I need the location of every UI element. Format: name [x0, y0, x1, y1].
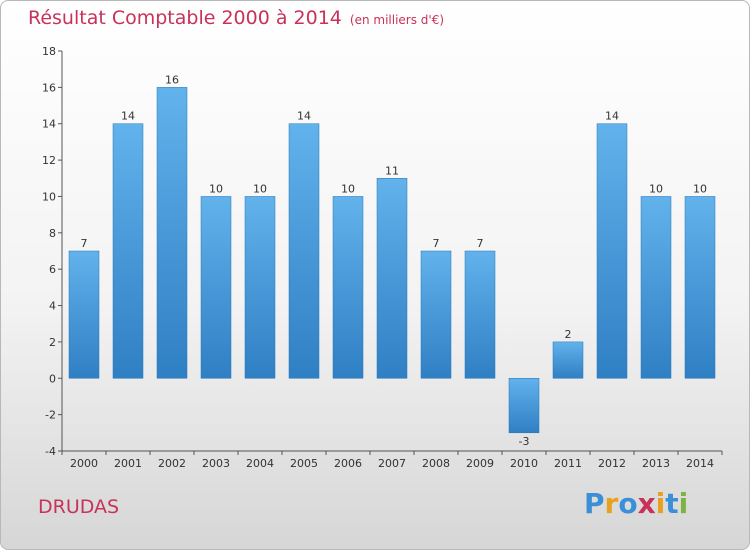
data-label: 11: [385, 164, 399, 177]
data-label: 10: [253, 182, 267, 195]
bar: [552, 341, 584, 379]
y-tick-label: 14: [42, 118, 56, 131]
y-tick-label: 2: [49, 336, 56, 349]
data-label: 14: [297, 110, 311, 123]
y-tick-label: 16: [42, 81, 56, 94]
bar: [332, 196, 364, 379]
data-label: 14: [605, 110, 619, 123]
x-tick-label: 2007: [378, 457, 406, 470]
y-tick-label: -4: [45, 445, 56, 458]
commune-name: DRUDAS: [38, 496, 120, 518]
x-tick-label: 2002: [158, 457, 186, 470]
data-label: 7: [433, 237, 440, 250]
bar: [464, 250, 496, 379]
y-tick-label: 18: [42, 45, 56, 58]
logo-letter: i: [678, 487, 689, 520]
logo-letter: i: [655, 487, 666, 520]
y-tick-label: 12: [42, 154, 56, 167]
x-tick-label: 2011: [554, 457, 582, 470]
x-tick-label: 2004: [246, 457, 274, 470]
x-tick-label: 2008: [422, 457, 450, 470]
data-label: -3: [519, 435, 530, 448]
x-tick-label: 2012: [598, 457, 626, 470]
bar: [376, 178, 408, 379]
x-tick-label: 2005: [290, 457, 318, 470]
title-unit: (en milliers d'€): [349, 13, 445, 27]
x-tick-label: 2000: [70, 457, 98, 470]
proxiti-logo: Proxiti: [584, 487, 688, 520]
logo-letter: P: [584, 487, 605, 520]
bar: [288, 123, 320, 379]
data-label: 7: [477, 237, 484, 250]
data-label: 10: [693, 182, 707, 195]
logo-letter: o: [618, 487, 638, 520]
bar: [68, 250, 100, 379]
bar: [200, 196, 232, 379]
bar: [420, 250, 452, 379]
logo-letter: r: [604, 487, 619, 520]
data-label: 10: [649, 182, 663, 195]
logo-letter: x: [637, 487, 656, 520]
bar: [244, 196, 276, 379]
x-tick-label: 2009: [466, 457, 494, 470]
bar: [508, 378, 540, 434]
title-text: Résultat Comptable 2000 à 2014: [28, 7, 342, 29]
chart-title: Résultat Comptable 2000 à 2014 (en millie…: [28, 7, 444, 29]
data-label: 2: [565, 328, 572, 341]
bar: [640, 196, 672, 379]
y-tick-label: 10: [42, 190, 56, 203]
bar: [156, 87, 188, 379]
x-tick-label: 2006: [334, 457, 362, 470]
x-tick-label: 2001: [114, 457, 142, 470]
y-tick-label: 4: [49, 300, 56, 313]
x-tick-label: 2010: [510, 457, 538, 470]
data-label: 10: [341, 182, 355, 195]
x-tick-label: 2003: [202, 457, 230, 470]
data-label: 16: [165, 73, 179, 86]
data-label: 10: [209, 182, 223, 195]
x-tick-label: 2014: [686, 457, 714, 470]
bar: [596, 123, 628, 379]
data-label: 7: [81, 237, 88, 250]
y-tick-label: 0: [49, 372, 56, 385]
x-tick-label: 2013: [642, 457, 670, 470]
logo-letter: t: [665, 487, 679, 520]
y-tick-label: -2: [45, 409, 56, 422]
data-label: 14: [121, 110, 135, 123]
bar: [684, 196, 716, 379]
y-tick-label: 6: [49, 263, 56, 276]
y-tick-label: 8: [49, 227, 56, 240]
bar: [112, 123, 144, 379]
